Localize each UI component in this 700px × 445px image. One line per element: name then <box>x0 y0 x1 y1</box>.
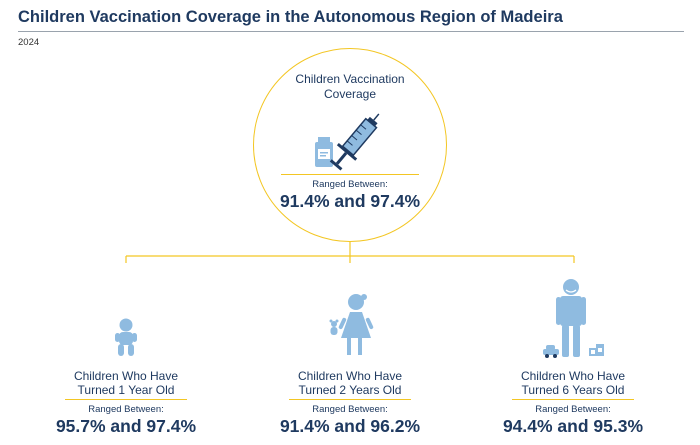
group-6yr-label-line2: Turned 6 Years Old <box>521 383 625 397</box>
main-node-title: Children Vaccination Coverage <box>258 72 442 102</box>
group-1yr-label: Children Who Have Turned 1 Year Old <box>51 369 201 397</box>
toddler-girl-with-teddy-icon <box>329 294 374 355</box>
toy-blocks-icon <box>589 344 604 356</box>
group-6yr-label: Children Who Have Turned 6 Years Old <box>498 369 648 397</box>
main-node-divider <box>281 174 419 175</box>
main-node-circle <box>253 48 447 242</box>
header-divider <box>18 31 684 32</box>
group-6yr-range-value: 94.4% and 95.3% <box>502 416 644 436</box>
page-title: Children Vaccination Coverage in the Aut… <box>18 8 563 27</box>
group-1yr-label-line2: Turned 1 Year Old <box>77 383 175 397</box>
group-6yr-label-line1: Children Who Have <box>520 369 626 383</box>
vaccine-vial-icon <box>315 137 333 167</box>
main-node-range-value: 91.4% and 97.4% <box>279 191 421 211</box>
group-1yr-ranged-label: Ranged Between: <box>88 404 164 415</box>
page-title-text: Children Vaccination Coverage in the Aut… <box>18 8 563 26</box>
group-6yr-divider <box>512 399 634 400</box>
group-2yr-label: Children Who Have Turned 2 Years Old <box>275 369 425 397</box>
toy-car-icon <box>543 345 559 358</box>
group-1yr-range-value: 95.7% and 97.4% <box>55 416 197 436</box>
group-1yr-divider <box>65 399 187 400</box>
syringe-icon <box>329 113 380 171</box>
group-2yr-ranged-label: Ranged Between: <box>312 404 388 415</box>
group-2yr-label-line1: Children Who Have <box>297 369 403 383</box>
main-node-title-line1: Children Vaccination <box>295 72 405 86</box>
baby-icon <box>115 318 137 356</box>
group-2yr-label-line2: Turned 2 Years Old <box>298 383 402 397</box>
group-2yr-divider <box>289 399 411 400</box>
group-6yr-ranged-label: Ranged Between: <box>535 404 611 415</box>
main-node-title-line2: Coverage <box>323 87 377 101</box>
child-with-toys-icon <box>543 279 604 358</box>
group-2yr-range-value: 91.4% and 96.2% <box>279 416 421 436</box>
main-node-ranged-label: Ranged Between: <box>312 179 388 190</box>
year-label: 2024 <box>18 37 40 48</box>
group-1yr-label-line1: Children Who Have <box>73 369 179 383</box>
